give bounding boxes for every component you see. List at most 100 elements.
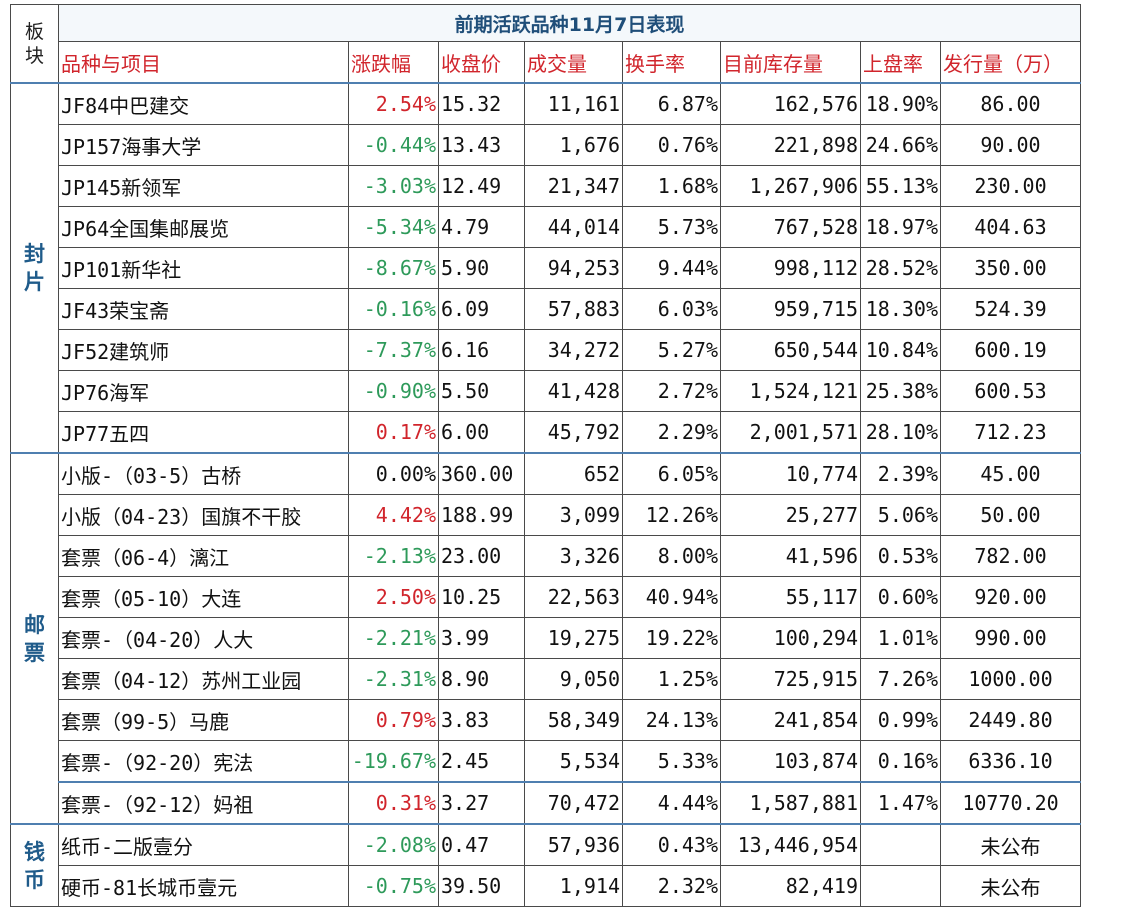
- cell-turnover: 9.44%: [622, 247, 721, 289]
- cell-change: -19.67%: [348, 740, 439, 783]
- cell-turnover: 0.43%: [622, 823, 721, 866]
- cell-issue: 920.00: [940, 576, 1081, 618]
- cell-turnover: 12.26%: [622, 494, 721, 536]
- cell-change: -0.90%: [348, 370, 439, 412]
- cell-listing-rate: 25.38%: [860, 370, 941, 412]
- cell-change: 4.42%: [348, 494, 439, 536]
- header-turnover: 换手率: [622, 41, 721, 84]
- category-label: 钱币: [10, 823, 59, 907]
- cell-name: 硬币-81长城币壹元: [58, 865, 349, 907]
- cell-listing-rate: 2.39%: [860, 452, 941, 495]
- cell-issue: 600.19: [940, 329, 1081, 371]
- cell-change: 0.79%: [348, 699, 439, 741]
- table-row: JP157海事大学 -0.44% 13.43 1,676 0.76% 221,898 24.…: [11, 124, 1081, 166]
- cell-listing-rate: 0.60%: [860, 576, 941, 618]
- cell-name: JP145新领军: [58, 165, 349, 207]
- table-row: JP64全国集邮展览 -5.34% 4.79 44,014 5.73% 767,528 18…: [11, 206, 1081, 248]
- cell-volume: 94,253: [524, 247, 623, 289]
- table-title: 前期活跃品种11月7日表现: [58, 4, 1081, 42]
- cell-volume: 57,936: [524, 823, 623, 866]
- cell-stock: 13,446,954: [720, 823, 861, 866]
- cell-listing-rate: 0.16%: [860, 740, 941, 783]
- table-row: 套票-（04-20）人大 -2.21% 3.99 19,275 19.22% 100,29…: [11, 617, 1081, 659]
- header-listing-rate: 上盘率: [860, 41, 941, 84]
- category-label: 封片: [10, 82, 59, 454]
- header-volume: 成交量: [524, 41, 623, 84]
- cell-close: 13.43: [438, 124, 525, 166]
- cell-change: -3.03%: [348, 165, 439, 207]
- cell-turnover: 6.03%: [622, 288, 721, 330]
- table-row: JP76海军 -0.90% 5.50 41,428 2.72% 1,524,121 25.3…: [11, 370, 1081, 412]
- cell-name: 套票（04-12）苏州工业园: [58, 658, 349, 700]
- cell-change: 2.50%: [348, 576, 439, 618]
- cell-close: 5.50: [438, 370, 525, 412]
- table-row: 邮票 小版-（03-5）古桥 0.00% 360.00 652 6.05% 10,774 2.…: [10, 452, 1081, 825]
- cell-turnover: 1.68%: [622, 165, 721, 207]
- cell-name: 套票-（04-20）人大: [58, 617, 349, 659]
- cell-name: JF43荣宝斋: [58, 288, 349, 330]
- cell-stock: 41,596: [720, 535, 861, 577]
- cell-issue: 782.00: [940, 535, 1081, 577]
- cell-listing-rate: 55.13%: [860, 165, 941, 207]
- cell-issue: 6336.10: [940, 740, 1081, 783]
- cell-change: -2.21%: [348, 617, 439, 659]
- cell-close: 0.47: [438, 823, 525, 866]
- table-row: JP101新华社 -8.67% 5.90 94,253 9.44% 998,112 28.5…: [11, 247, 1081, 289]
- cell-volume: 1,914: [524, 865, 623, 907]
- cell-turnover: 5.27%: [622, 329, 721, 371]
- table-row: 硬币-81长城币壹元 -0.75% 39.50 1,914 2.32% 82,419 未公布: [11, 865, 1081, 907]
- cell-close: 39.50: [438, 865, 525, 907]
- cell-volume: 34,272: [524, 329, 623, 371]
- cell-issue: 45.00: [940, 452, 1081, 495]
- cell-name: 套票（05-10）大连: [58, 576, 349, 618]
- cell-name: 套票（06-4）漓江: [58, 535, 349, 577]
- cell-listing-rate: 0.53%: [860, 535, 941, 577]
- cell-name: 套票（99-5）马鹿: [58, 699, 349, 741]
- cell-issue: 1000.00: [940, 658, 1081, 700]
- cell-change: -0.16%: [348, 288, 439, 330]
- cell-turnover: 8.00%: [622, 535, 721, 577]
- cell-turnover: 40.94%: [622, 576, 721, 618]
- table-row: JF43荣宝斋 -0.16% 6.09 57,883 6.03% 959,715 18.30…: [11, 288, 1081, 330]
- cell-listing-rate: 1.47%: [860, 781, 941, 825]
- cell-change: -8.67%: [348, 247, 439, 289]
- cell-stock: 767,528: [720, 206, 861, 248]
- cell-issue: 712.23: [940, 411, 1081, 454]
- cell-issue: 50.00: [940, 494, 1081, 536]
- cell-listing-rate: 0.99%: [860, 699, 941, 741]
- cell-stock: 650,544: [720, 329, 861, 371]
- cell-issue: 90.00: [940, 124, 1081, 166]
- cell-volume: 652: [524, 452, 623, 495]
- cell-close: 8.90: [438, 658, 525, 700]
- market-table: 板块 前期活跃品种11月7日表现 品种与项目 涨跌幅 收盘价 成交量 换手率 目…: [10, 4, 1081, 907]
- cell-change: -2.13%: [348, 535, 439, 577]
- header-row: 品种与项目 涨跌幅 收盘价 成交量 换手率 目前库存量 上盘率 发行量（万）: [11, 41, 1081, 84]
- cell-turnover: 2.29%: [622, 411, 721, 454]
- category-header: 板块: [10, 4, 59, 84]
- cell-close: 23.00: [438, 535, 525, 577]
- cell-turnover: 1.25%: [622, 658, 721, 700]
- cell-listing-rate: 5.06%: [860, 494, 941, 536]
- cell-turnover: 2.72%: [622, 370, 721, 412]
- cell-change: -2.08%: [348, 823, 439, 866]
- header-stock: 目前库存量: [720, 41, 861, 84]
- title-row: 板块 前期活跃品种11月7日表现: [10, 4, 1081, 84]
- cell-close: 6.16: [438, 329, 525, 371]
- cell-listing-rate: 1.01%: [860, 617, 941, 659]
- cell-close: 6.00: [438, 411, 525, 454]
- cell-listing-rate: 18.30%: [860, 288, 941, 330]
- cell-change: -0.75%: [348, 865, 439, 907]
- cell-issue: 10770.20: [940, 781, 1081, 825]
- cell-stock: 1,524,121: [720, 370, 861, 412]
- cell-issue: 2449.80: [940, 699, 1081, 741]
- cell-stock: 1,587,881: [720, 781, 861, 825]
- cell-stock: 82,419: [720, 865, 861, 907]
- cell-name: 套票-（92-12）妈祖: [58, 781, 349, 825]
- cell-name: 小版-（03-5）古桥: [58, 452, 349, 495]
- cell-close: 3.83: [438, 699, 525, 741]
- cell-listing-rate: 28.52%: [860, 247, 941, 289]
- cell-volume: 5,534: [524, 740, 623, 783]
- header-name: 品种与项目: [58, 41, 349, 84]
- cell-close: 6.09: [438, 288, 525, 330]
- header-issue: 发行量（万）: [940, 41, 1081, 84]
